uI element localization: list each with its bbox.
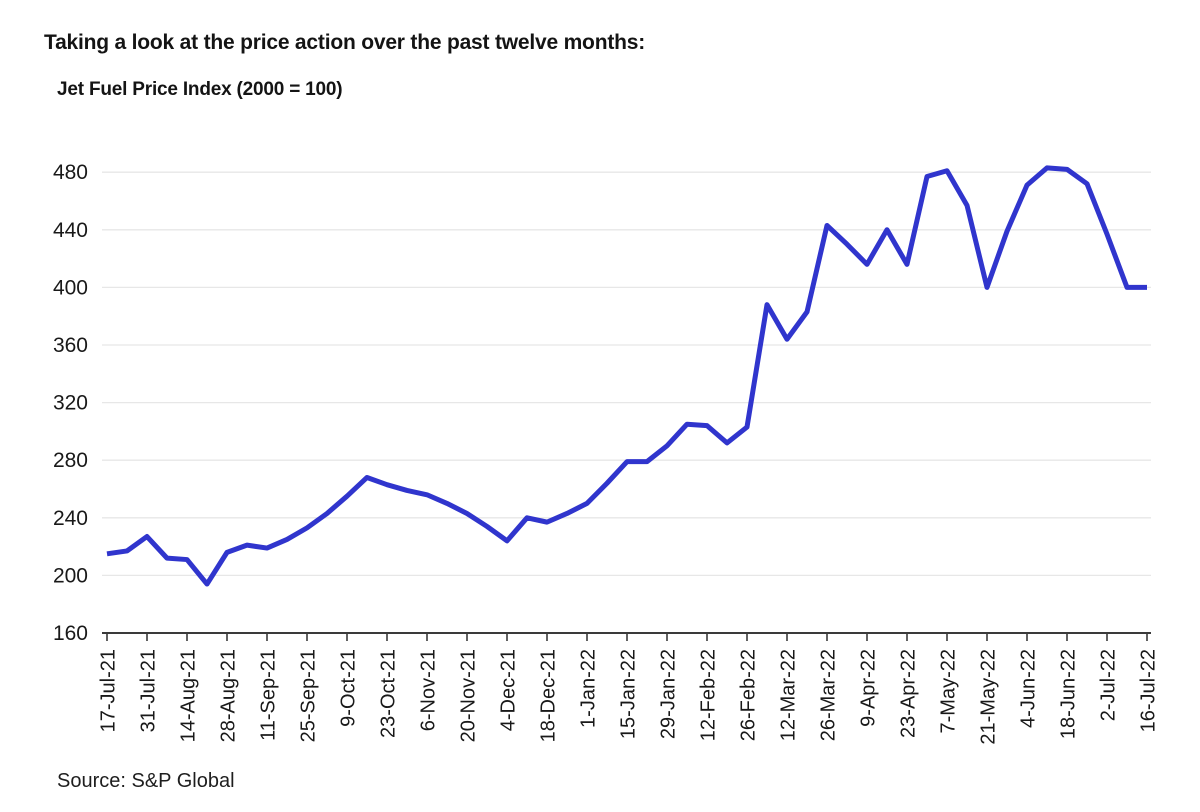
x-axis-tick-label: 12-Feb-22 <box>698 649 720 741</box>
x-axis-tick-label: 15-Jan-22 <box>618 649 640 739</box>
x-axis-tick-label: 23-Apr-22 <box>898 649 920 738</box>
y-axis-tick-label: 360 <box>53 334 88 357</box>
x-axis-tick-label: 18-Dec-21 <box>538 649 560 742</box>
chart-title: Jet Fuel Price Index (2000 = 100) <box>57 79 343 100</box>
y-axis-tick-label: 200 <box>53 564 88 587</box>
x-axis-tick-label: 28-Aug-21 <box>218 649 240 742</box>
x-axis-tick-label: 2-Jul-22 <box>1098 649 1120 721</box>
x-axis-tick-label: 26-Mar-22 <box>818 649 840 741</box>
x-axis-tick-label: 9-Oct-21 <box>338 649 360 727</box>
y-axis-tick-labels: 160 200 240 280 320 360 400 440 480 <box>53 161 88 645</box>
x-axis-tick-label: 4-Dec-21 <box>498 649 520 731</box>
x-axis-tick-label: 12-Mar-22 <box>778 649 800 741</box>
x-axis-tick-label: 9-Apr-22 <box>858 649 880 727</box>
y-axis-tick-label: 480 <box>53 161 88 184</box>
source-note: Source: S&P Global <box>57 770 235 792</box>
x-axis-tick-label: 16-Jul-22 <box>1138 649 1160 732</box>
x-axis-tick-label: 4-Jun-22 <box>1018 649 1040 728</box>
x-axis-tick-label: 6-Nov-21 <box>418 649 440 731</box>
x-axis-tick-labels: 17-Jul-21 31-Jul-21 14-Aug-21 28-Aug-21 11-S… <box>98 649 1160 745</box>
x-axis-tick-label: 7-May-22 <box>938 649 960 733</box>
price-line-series <box>106 165 1147 587</box>
page-heading: Taking a look at the price action over t… <box>44 31 646 54</box>
y-axis-tick-label: 440 <box>53 219 88 242</box>
y-axis-tick-label: 400 <box>53 276 88 299</box>
x-axis-tick-label: 29-Jan-22 <box>658 649 680 739</box>
price-line <box>106 165 1147 587</box>
y-axis-tick-label: 280 <box>53 449 88 472</box>
x-axis-tick-label: 26-Feb-22 <box>738 649 760 741</box>
x-axis-tick-label: 21-May-22 <box>978 649 1000 745</box>
y-axis-tick-label: 320 <box>53 392 88 415</box>
y-axis-tick-label: 160 <box>53 622 88 645</box>
x-axis-tick-label: 20-Nov-21 <box>458 649 480 742</box>
x-axis-tick-label: 25-Sep-21 <box>298 649 320 742</box>
x-axis-tick-label: 17-Jul-21 <box>98 649 120 732</box>
x-axis-tick-label: 18-Jun-22 <box>1058 649 1080 739</box>
x-axis-ticks <box>106 633 1148 641</box>
gridlines <box>102 171 1151 577</box>
x-axis-tick-label: 14-Aug-21 <box>178 649 200 742</box>
x-axis-tick-label: 31-Jul-21 <box>138 649 160 732</box>
x-axis-tick-label: 1-Jan-22 <box>578 649 600 728</box>
x-axis-tick-label: 23-Oct-21 <box>378 649 400 738</box>
x-axis-tick-label: 11-Sep-21 <box>258 649 280 741</box>
y-axis-tick-label: 240 <box>53 507 88 530</box>
